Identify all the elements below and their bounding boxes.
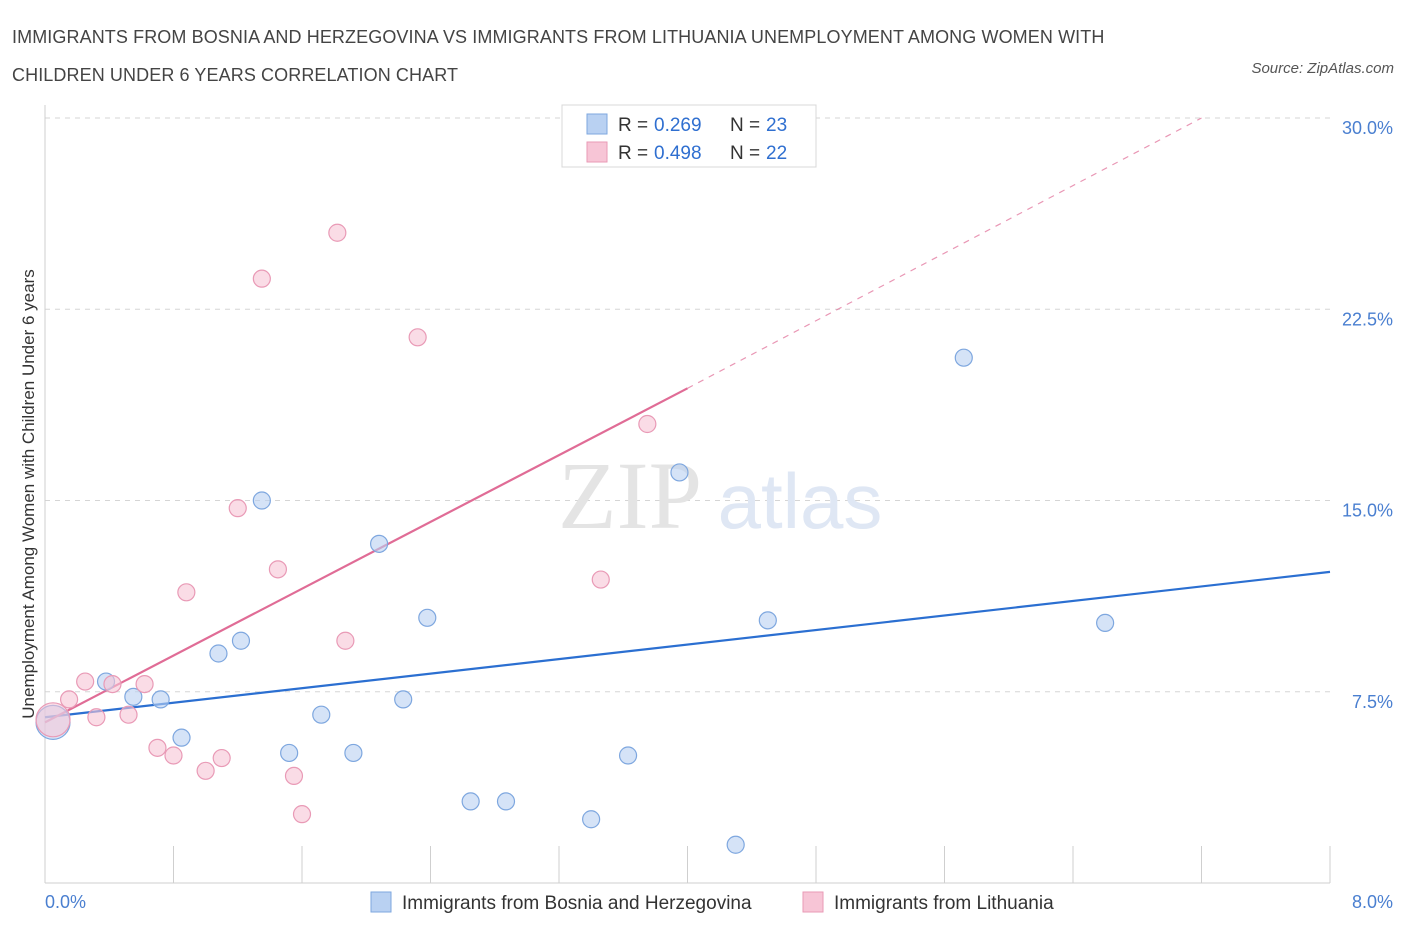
stats-legend-n-label-bosnia: N = xyxy=(730,115,760,136)
data-point-bosnia xyxy=(618,746,638,765)
watermark: ZIP atlas xyxy=(558,442,882,549)
stats-legend-n-value-bosnia: 23 xyxy=(766,115,787,136)
series-legend: Immigrants from Bosnia and Herzegovina I… xyxy=(370,891,1054,914)
stats-legend-n-label-lithuania: N = xyxy=(730,143,760,164)
data-point-bosnia xyxy=(1096,613,1115,633)
data-point-bosnia xyxy=(231,631,251,650)
y-tick-label: 30.0% xyxy=(1342,118,1393,138)
data-point-lithuania xyxy=(336,631,355,650)
data-point-bosnia xyxy=(461,792,480,811)
data-point-lithuania xyxy=(35,702,71,738)
data-point-lithuania xyxy=(135,674,154,694)
watermark-atlas: atlas xyxy=(718,457,883,545)
data-point-lithuania xyxy=(228,499,247,518)
stats-legend-n-value-lithuania: 22 xyxy=(766,143,787,164)
data-point-bosnia xyxy=(280,743,299,763)
stats-legend-r-label-bosnia: R = xyxy=(618,115,648,136)
data-point-lithuania xyxy=(87,708,106,727)
data-point-lithuania xyxy=(591,570,610,589)
data-point-lithuania xyxy=(148,738,167,757)
data-point-lithuania xyxy=(638,414,657,434)
stats-legend: R = 0.269 N = 23 R = 0.498 N = 22 xyxy=(561,104,817,168)
data-point-bosnia xyxy=(394,690,413,709)
data-point-lithuania xyxy=(268,560,288,579)
series-legend-label-bosnia: Immigrants from Bosnia and Herzegovina xyxy=(402,893,752,914)
trend-line-lithuania xyxy=(44,387,689,724)
stats-legend-r-value-bosnia: 0.269 xyxy=(654,115,702,136)
series-legend-swatch-lithuania xyxy=(802,891,824,913)
data-point-lithuania xyxy=(177,583,196,602)
data-points xyxy=(35,223,1115,854)
trend-line-lithuania-extension xyxy=(687,117,1202,389)
data-point-bosnia xyxy=(496,792,516,811)
data-point-lithuania xyxy=(59,690,79,709)
data-point-bosnia xyxy=(209,644,228,663)
data-point-lithuania xyxy=(408,328,427,347)
data-point-lithuania xyxy=(292,805,312,824)
data-point-lithuania xyxy=(76,672,95,691)
data-point-bosnia xyxy=(312,705,331,724)
data-point-lithuania xyxy=(103,674,122,694)
data-point-bosnia xyxy=(670,463,689,482)
y-tick-label: 7.5% xyxy=(1352,692,1393,712)
x-tick-label-max: 8.0% xyxy=(1352,892,1393,912)
data-point-bosnia xyxy=(582,810,601,829)
data-point-bosnia xyxy=(954,348,973,367)
data-point-bosnia xyxy=(172,728,191,747)
stats-legend-swatch-lithuania xyxy=(586,141,608,163)
data-point-bosnia xyxy=(758,611,777,630)
data-point-lithuania xyxy=(328,223,347,242)
data-point-bosnia xyxy=(252,491,271,510)
data-point-bosnia xyxy=(124,687,143,706)
data-point-bosnia xyxy=(151,690,170,709)
data-point-lithuania xyxy=(252,269,271,288)
grid-lines xyxy=(45,117,1330,693)
data-point-lithuania xyxy=(284,766,304,786)
series-legend-swatch-bosnia xyxy=(370,891,392,913)
trend-line-bosnia xyxy=(44,570,1331,719)
axes xyxy=(44,105,1331,884)
data-point-lithuania xyxy=(119,705,138,724)
x-tick-label-min: 0.0% xyxy=(45,892,86,912)
stats-legend-r-value-lithuania: 0.498 xyxy=(654,143,702,164)
data-point-lithuania xyxy=(196,761,215,780)
tick-labels: 7.5% 15.0% 22.5% 30.0% 0.0% 8.0% xyxy=(45,118,1393,912)
y-axis-label: Unemployment Among Women with Children U… xyxy=(19,269,38,718)
series-legend-label-lithuania: Immigrants from Lithuania xyxy=(834,893,1054,914)
stats-legend-swatch-bosnia xyxy=(586,113,608,135)
stats-legend-r-label-lithuania: R = xyxy=(618,143,648,164)
trend-lines xyxy=(44,117,1331,724)
data-point-bosnia xyxy=(370,534,389,553)
source-label: Source: ZipAtlas.com xyxy=(1251,60,1394,77)
chart-title: IMMIGRANTS FROM BOSNIA AND HERZEGOVINA V… xyxy=(12,27,1105,85)
y-tick-label: 22.5% xyxy=(1342,309,1393,329)
data-point-lithuania xyxy=(212,748,231,768)
watermark-zip: ZIP xyxy=(558,442,702,549)
data-point-bosnia xyxy=(726,835,745,854)
data-point-lithuania xyxy=(164,746,183,765)
y-tick-label: 15.0% xyxy=(1342,501,1393,521)
data-point-bosnia xyxy=(344,743,363,763)
data-point-bosnia xyxy=(418,608,437,627)
